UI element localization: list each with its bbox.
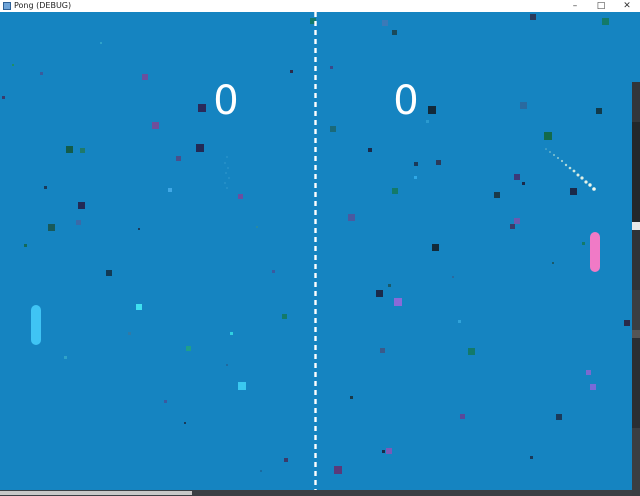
background-particle — [76, 220, 81, 225]
background-particle — [386, 448, 392, 454]
background-particle — [520, 102, 527, 109]
particle-field — [0, 12, 632, 490]
background-particle — [138, 228, 140, 230]
title-bar[interactable]: Pong (DEBUG) – □ ✕ — [0, 0, 640, 12]
background-particle — [530, 456, 533, 459]
ball-trail — [545, 148, 596, 191]
background-particle — [282, 314, 287, 319]
sparkle-cluster — [224, 156, 230, 189]
background-particle — [310, 18, 316, 24]
app-window-icon — [3, 2, 11, 10]
background-particle — [48, 224, 55, 231]
background-particle — [230, 332, 233, 335]
background-particle — [260, 470, 262, 472]
background-particle — [12, 64, 14, 66]
background-particle — [602, 18, 609, 25]
background-particle — [256, 226, 258, 228]
background-particle — [64, 356, 67, 359]
center-net — [314, 12, 317, 490]
background-particle — [290, 70, 293, 73]
close-button[interactable]: ✕ — [623, 1, 631, 11]
background-particle — [198, 104, 206, 112]
background-particle — [428, 106, 436, 114]
bottom-scrollbar[interactable] — [0, 490, 632, 496]
background-particle — [552, 262, 554, 264]
game-canvas[interactable]: 0 0 — [0, 12, 632, 490]
background-particle — [570, 188, 577, 195]
background-particle — [414, 162, 418, 166]
background-particle — [196, 144, 204, 152]
background-particle — [556, 414, 562, 420]
background-particle — [392, 30, 397, 35]
background-particle — [436, 160, 441, 165]
background-particle — [392, 188, 398, 194]
background-particle — [432, 244, 439, 251]
background-particle — [238, 194, 243, 199]
background-particle — [44, 186, 47, 189]
background-particle — [66, 146, 73, 153]
background-particle — [226, 364, 228, 366]
background-particle — [590, 384, 596, 390]
background-particle — [376, 290, 383, 297]
background-particle — [100, 42, 102, 44]
background-particle — [426, 120, 429, 123]
background-particle — [78, 202, 85, 209]
background-particle — [136, 304, 142, 310]
background-particle — [330, 66, 333, 69]
scrollbar-thumb[interactable] — [0, 491, 192, 495]
left-score: 0 — [213, 78, 239, 124]
background-particle — [510, 224, 515, 229]
background-particle — [350, 396, 353, 399]
background-particle — [468, 348, 475, 355]
background-particle — [382, 450, 385, 453]
background-particle — [176, 156, 181, 161]
background-particle — [24, 244, 27, 247]
background-particle — [330, 126, 336, 132]
background-particle — [272, 270, 275, 273]
background-particle — [544, 132, 552, 140]
background-particle — [128, 332, 131, 335]
background-particle — [458, 320, 461, 323]
background-particle — [596, 108, 602, 114]
background-particle — [2, 96, 5, 99]
background-particle — [334, 466, 342, 474]
background-particle — [494, 192, 500, 198]
background-particle — [624, 320, 630, 326]
background-particle — [380, 348, 385, 353]
background-particle — [164, 400, 167, 403]
window-edge-strip — [632, 12, 640, 496]
background-particle — [514, 218, 520, 224]
background-particle — [40, 72, 43, 75]
background-particle — [186, 346, 191, 351]
maximize-button[interactable]: □ — [596, 1, 606, 11]
background-particle — [522, 182, 525, 185]
background-particle — [80, 148, 85, 153]
background-particle — [382, 20, 388, 26]
left-paddle — [31, 305, 41, 345]
background-particle — [582, 242, 585, 245]
background-particle — [284, 458, 288, 462]
background-particle — [388, 284, 391, 287]
right-score: 0 — [393, 78, 419, 124]
background-particle — [184, 422, 186, 424]
window-controls: – □ ✕ — [562, 0, 640, 12]
background-particle — [394, 298, 402, 306]
background-particle — [452, 276, 454, 278]
background-particle — [238, 382, 246, 390]
background-particle — [586, 370, 591, 375]
background-particle — [106, 270, 112, 276]
background-particle — [168, 188, 172, 192]
minimize-button[interactable]: – — [572, 1, 578, 11]
right-paddle — [590, 232, 600, 272]
background-particle — [514, 174, 520, 180]
background-particle — [414, 176, 417, 179]
background-particle — [142, 74, 148, 80]
background-particle — [368, 148, 372, 152]
window-title: Pong (DEBUG) — [14, 1, 72, 10]
background-particle — [152, 122, 159, 129]
background-particle — [530, 14, 536, 20]
background-particle — [348, 214, 355, 221]
background-particle — [460, 414, 465, 419]
